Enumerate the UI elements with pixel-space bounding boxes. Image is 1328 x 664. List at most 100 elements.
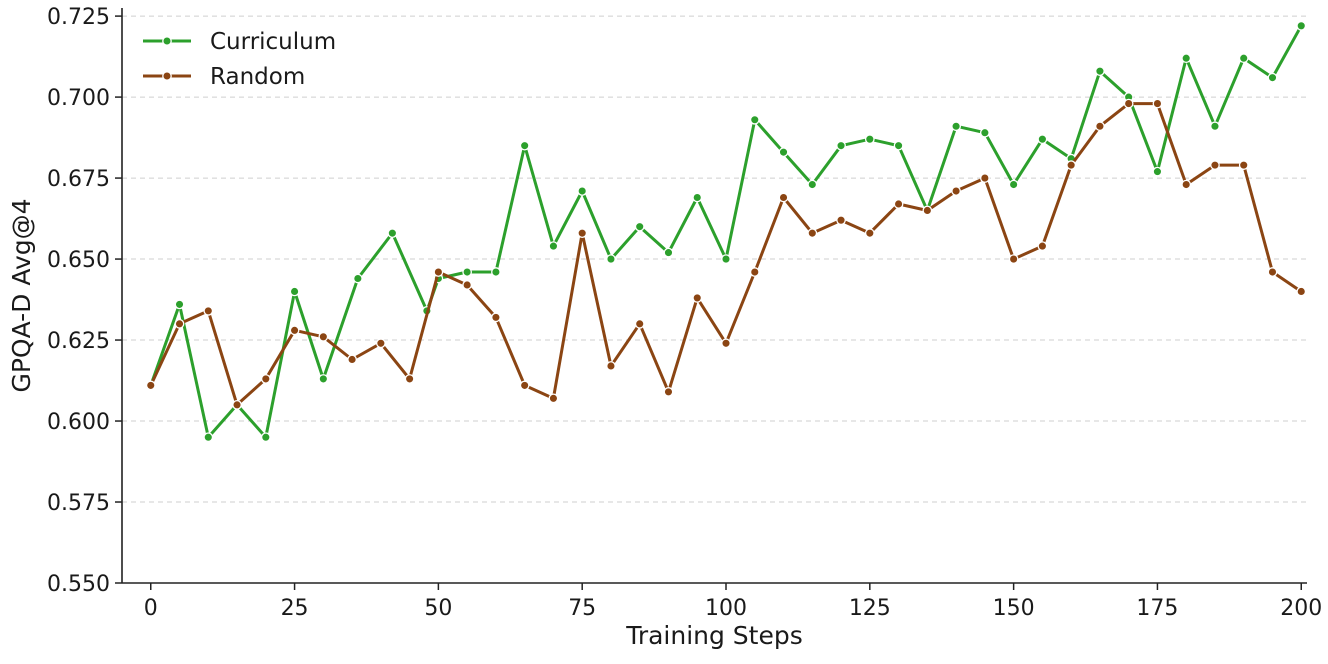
data-point	[722, 339, 730, 347]
legend-marker	[163, 37, 171, 45]
data-point	[549, 242, 557, 250]
data-point	[147, 381, 155, 389]
data-point	[1124, 99, 1132, 107]
data-point	[866, 229, 874, 237]
data-point	[1211, 161, 1219, 169]
data-point	[204, 307, 212, 315]
data-point	[636, 320, 644, 328]
y-axis-title: GPQA-D Avg@4	[7, 198, 36, 392]
data-point	[981, 174, 989, 182]
data-point	[779, 148, 787, 156]
data-point	[262, 375, 270, 383]
data-point	[463, 268, 471, 276]
legend-label: Random	[210, 64, 305, 90]
data-point	[808, 229, 816, 237]
data-point	[233, 401, 241, 409]
y-tick-label: 0.725	[47, 5, 110, 30]
legend: Curriculum Random	[143, 29, 336, 90]
legend-item-random: Random	[143, 64, 305, 90]
data-point	[1211, 122, 1219, 130]
x-axis-title: Training Steps	[625, 621, 803, 650]
data-point	[520, 141, 528, 149]
data-point	[607, 255, 615, 263]
y-tick-label: 0.600	[47, 410, 110, 435]
data-point	[1038, 135, 1046, 143]
data-point	[348, 355, 356, 363]
x-tick-label: 0	[144, 596, 158, 621]
data-point	[952, 187, 960, 195]
data-point	[1096, 122, 1104, 130]
data-point	[1182, 180, 1190, 188]
x-axis-ticks: 0 25 50 75 100 125 150 175 200	[144, 583, 1322, 621]
x-tick-label: 200	[1280, 596, 1322, 621]
data-point	[952, 122, 960, 130]
data-point	[837, 216, 845, 224]
data-point	[923, 206, 931, 214]
data-point	[1067, 161, 1075, 169]
data-point	[520, 381, 528, 389]
y-axis-ticks: 0.550 0.575 0.600 0.625 0.650 0.675 0.700 0.725	[47, 5, 122, 597]
series-curriculum	[147, 22, 1306, 442]
legend-item-curriculum: Curriculum	[143, 29, 336, 55]
data-point	[1153, 167, 1161, 175]
data-point	[290, 326, 298, 334]
data-point	[377, 339, 385, 347]
data-point	[319, 375, 327, 383]
data-point	[434, 268, 442, 276]
legend-label: Curriculum	[210, 29, 336, 55]
data-point	[319, 333, 327, 341]
data-point	[1009, 180, 1017, 188]
data-point	[808, 180, 816, 188]
data-point	[1182, 54, 1190, 62]
data-point	[1096, 67, 1104, 75]
data-point	[1038, 242, 1046, 250]
x-tick-label: 50	[424, 596, 452, 621]
data-point	[664, 388, 672, 396]
x-tick-label: 100	[705, 596, 747, 621]
x-tick-label: 25	[281, 596, 309, 621]
data-point	[175, 320, 183, 328]
y-tick-label: 0.650	[47, 248, 110, 273]
data-point	[894, 141, 902, 149]
data-point	[492, 313, 500, 321]
data-point	[1297, 22, 1305, 30]
data-point	[607, 362, 615, 370]
data-point	[549, 394, 557, 402]
data-point	[1153, 99, 1161, 107]
y-tick-label: 0.625	[47, 329, 110, 354]
data-point	[693, 294, 701, 302]
data-point	[463, 281, 471, 289]
data-point	[388, 229, 396, 237]
data-point	[722, 255, 730, 263]
data-point	[664, 248, 672, 256]
data-point	[290, 287, 298, 295]
x-tick-label: 125	[849, 596, 891, 621]
data-point	[1297, 287, 1305, 295]
data-point	[751, 116, 759, 124]
data-point	[204, 433, 212, 441]
y-tick-label: 0.675	[47, 167, 110, 192]
x-tick-label: 75	[568, 596, 596, 621]
data-point	[1240, 161, 1248, 169]
x-tick-label: 150	[993, 596, 1035, 621]
legend-marker	[163, 72, 171, 80]
data-point	[779, 193, 787, 201]
data-point	[354, 274, 362, 282]
data-point	[1240, 54, 1248, 62]
data-point	[693, 193, 701, 201]
data-point	[751, 268, 759, 276]
x-tick-label: 175	[1136, 596, 1178, 621]
y-tick-label: 0.550	[47, 572, 110, 597]
data-point	[578, 229, 586, 237]
data-point	[492, 268, 500, 276]
data-point	[405, 375, 413, 383]
data-point	[1009, 255, 1017, 263]
data-point	[262, 433, 270, 441]
series	[147, 22, 1306, 442]
y-tick-label: 0.575	[47, 491, 110, 516]
data-point	[578, 187, 586, 195]
data-point	[1268, 73, 1276, 81]
data-point	[175, 300, 183, 308]
data-point	[636, 222, 644, 230]
